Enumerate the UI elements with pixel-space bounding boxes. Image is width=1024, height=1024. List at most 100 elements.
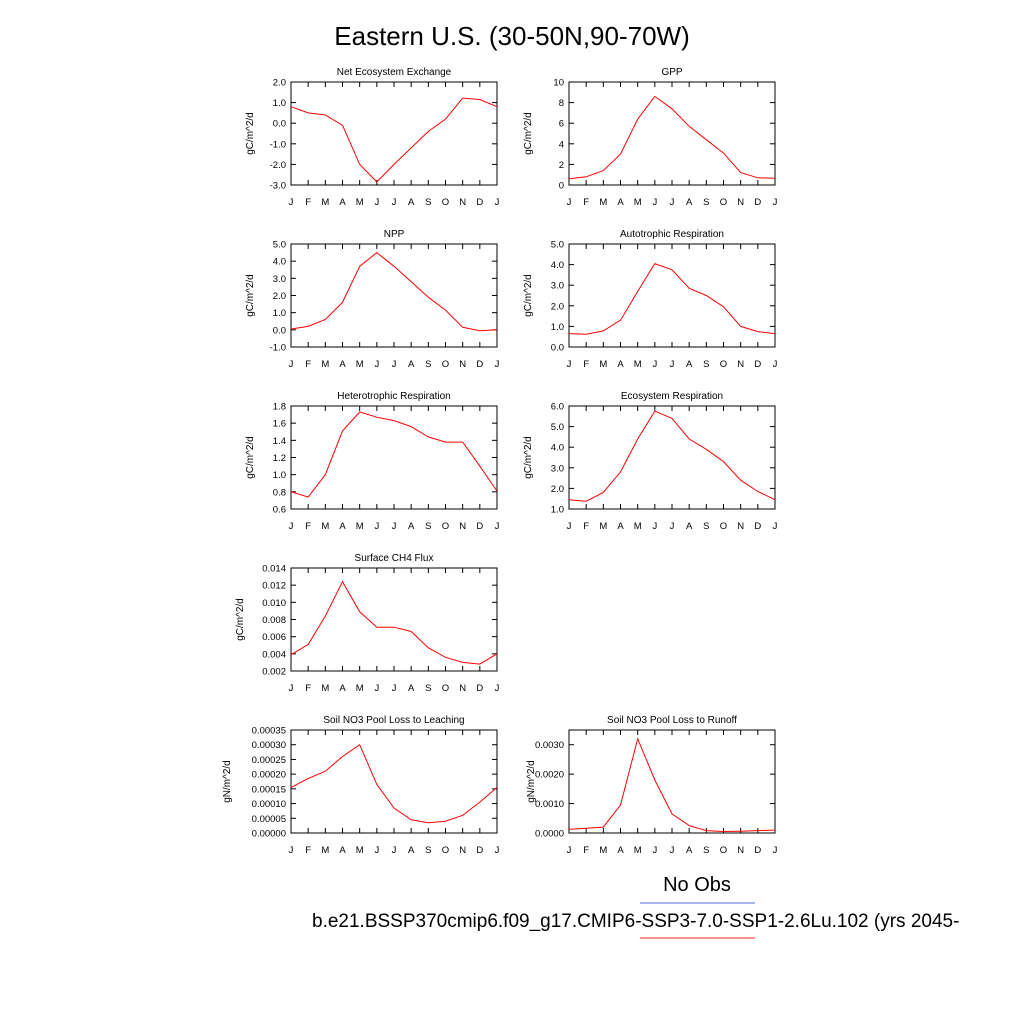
x-tick-label: D <box>476 845 483 856</box>
y-axis-label: gC/m^2/d <box>523 436 534 479</box>
x-tick-label: A <box>339 521 346 532</box>
legend-model-label: b.e21.BSSP370cmip6.f09_g17.CMIP6-SSP3-7.… <box>312 911 959 932</box>
y-tick-label: 0.014 <box>262 564 286 575</box>
x-tick-label: M <box>321 521 329 532</box>
x-tick-label: D <box>754 845 761 856</box>
x-tick-label: O <box>720 359 727 370</box>
y-tick-label: -3.0 <box>270 181 286 192</box>
x-tick-label: D <box>754 197 761 208</box>
series-line <box>568 737 776 833</box>
x-tick-label: J <box>670 521 675 532</box>
x-tick-label: J <box>567 359 572 370</box>
plot-frame <box>290 243 498 348</box>
y-tick-label: 0.004 <box>262 649 286 660</box>
y-tick-label: 0.0010 <box>535 799 564 810</box>
y-tick-label: 0.00000 <box>252 829 286 840</box>
x-tick-label: J <box>670 845 675 856</box>
x-tick-label: J <box>289 359 294 370</box>
y-tick-label: 4.0 <box>551 260 564 271</box>
x-tick-label: N <box>459 359 466 370</box>
x-tick-label: O <box>442 197 449 208</box>
x-tick-label: M <box>356 197 364 208</box>
x-tick-label: A <box>408 845 415 856</box>
x-tick-label: M <box>634 359 642 370</box>
x-tick-label: J <box>495 197 500 208</box>
panel-title: NPP <box>384 229 405 240</box>
x-tick-label: M <box>599 359 607 370</box>
panel-soil-no3-leaching: Soil NO3 Pool Loss to Leaching gN/m^2/d 0.… <box>222 715 500 856</box>
y-tick-label: 1.4 <box>273 436 286 447</box>
x-tick-label: N <box>459 521 466 532</box>
x-tick-label: J <box>392 845 397 856</box>
y-tick-label: 0.00010 <box>252 799 286 810</box>
series-line <box>568 410 776 502</box>
x-tick-label: S <box>703 845 709 856</box>
x-tick-label: N <box>737 197 744 208</box>
x-tick-label: M <box>321 359 329 370</box>
x-tick-label: J <box>392 359 397 370</box>
x-tick-label: A <box>617 521 624 532</box>
x-tick-label: S <box>703 359 709 370</box>
x-tick-label: N <box>459 845 466 856</box>
y-tick-label: 2.0 <box>273 291 286 302</box>
y-tick-label: 10 <box>553 78 564 89</box>
x-tick-label: F <box>583 521 589 532</box>
panel-heterotrophic-respiration: Heterotrophic Respiration gC/m^2/d 0.6 0.8 1… <box>245 391 500 532</box>
x-tick-label: F <box>305 845 311 856</box>
y-tick-label: 0.6 <box>273 505 286 516</box>
x-tick-label: S <box>425 683 431 694</box>
y-tick-label: 2.0 <box>551 301 564 312</box>
x-tick-label: A <box>339 197 346 208</box>
y-tick-label: 0.00015 <box>252 784 286 795</box>
x-tick-label: J <box>495 845 500 856</box>
series-line <box>290 743 498 824</box>
x-tick-label: J <box>495 359 500 370</box>
x-tick-label: A <box>408 521 415 532</box>
y-tick-label: 6.0 <box>551 402 564 413</box>
y-tick-label: 0.008 <box>262 615 286 626</box>
x-tick-label: A <box>339 359 346 370</box>
y-tick-label: 1.0 <box>273 98 286 109</box>
series-line <box>290 97 498 183</box>
y-tick-label: 0.002 <box>262 667 286 678</box>
y-axis-label: gC/m^2/d <box>245 274 256 317</box>
x-tick-label: M <box>599 197 607 208</box>
x-tick-label: D <box>476 197 483 208</box>
x-tick-label: A <box>617 359 624 370</box>
y-tick-label: 0.8 <box>273 487 286 498</box>
x-tick-label: S <box>425 359 431 370</box>
plot-frame <box>290 729 498 834</box>
x-tick-label: S <box>425 521 431 532</box>
panel-title: Net Ecosystem Exchange <box>337 67 452 78</box>
x-tick-label: O <box>442 521 449 532</box>
x-tick-label: M <box>356 521 364 532</box>
x-tick-label: S <box>425 845 431 856</box>
x-tick-label: F <box>583 359 589 370</box>
x-tick-label: J <box>773 359 778 370</box>
x-tick-label: J <box>670 359 675 370</box>
y-tick-label: 0.012 <box>262 581 286 592</box>
x-tick-label: J <box>289 845 294 856</box>
plot-frame <box>568 81 776 186</box>
x-tick-label: N <box>459 197 466 208</box>
x-tick-label: A <box>686 845 693 856</box>
x-tick-label: J <box>392 683 397 694</box>
y-tick-label: 5.0 <box>551 240 564 251</box>
y-tick-label: 0.0030 <box>535 740 564 751</box>
x-tick-label: A <box>617 197 624 208</box>
panel-title: GPP <box>661 67 682 78</box>
x-tick-label: N <box>737 845 744 856</box>
y-tick-label: -2.0 <box>270 160 286 171</box>
legend: No Obs b.e21.BSSP370cmip6.f09_g17.CMIP6-… <box>312 874 959 939</box>
x-tick-label: M <box>321 197 329 208</box>
x-tick-label: J <box>652 521 657 532</box>
series-line <box>568 262 776 335</box>
x-tick-label: S <box>703 521 709 532</box>
y-tick-label: 3.0 <box>551 281 564 292</box>
panel-title: Heterotrophic Respiration <box>337 391 450 402</box>
x-tick-label: J <box>652 359 657 370</box>
series-line <box>568 95 776 180</box>
